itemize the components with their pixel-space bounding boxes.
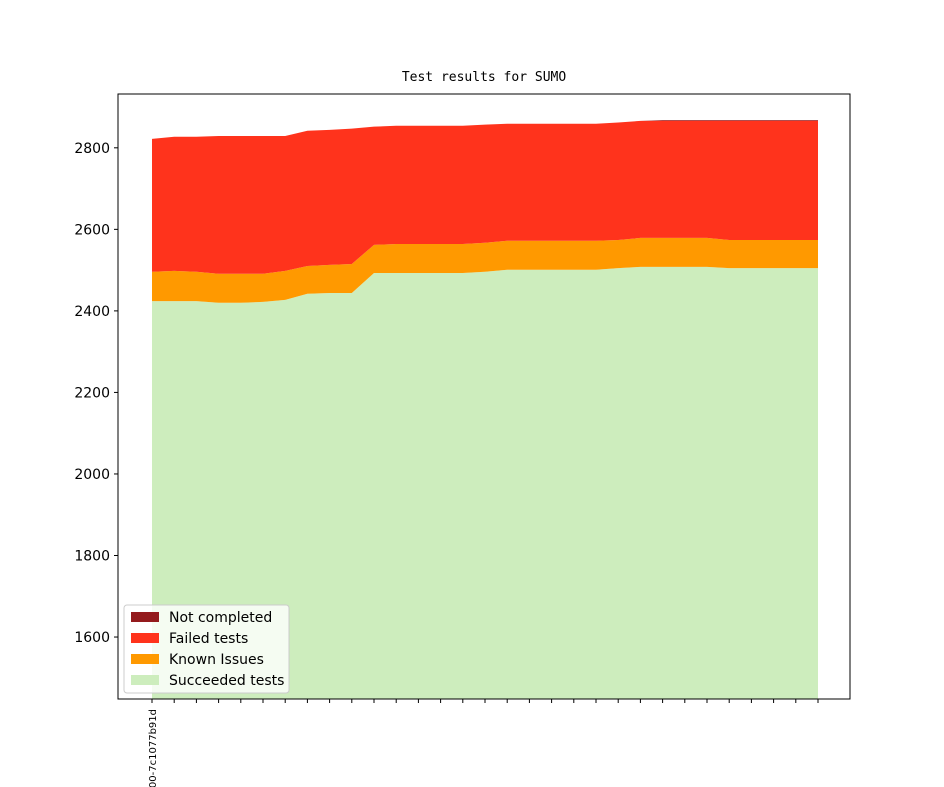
area <box>152 237 818 303</box>
area <box>152 120 818 274</box>
legend-swatch <box>131 633 159 643</box>
y-tick-label: 2400 <box>74 304 110 320</box>
y-tick-label: 2000 <box>74 467 110 483</box>
area <box>152 266 818 699</box>
y-tick-label: 2600 <box>74 222 110 238</box>
legend-label: Succeeded tests <box>169 673 284 689</box>
legend-swatch <box>131 654 159 664</box>
y-tick-label: 1600 <box>74 630 110 646</box>
legend-label: Not completed <box>169 610 272 626</box>
plot-area <box>152 120 818 699</box>
legend-label: Failed tests <box>169 631 248 647</box>
chart-title: Test results for SUMO <box>402 70 567 85</box>
y-tick-label: 2200 <box>74 385 110 401</box>
legend-swatch <box>131 675 159 685</box>
y-tick-label: 1800 <box>74 548 110 564</box>
legend-box <box>123 604 290 694</box>
legend-swatch <box>131 612 159 622</box>
legend-label: Known Issues <box>169 652 264 668</box>
plot-frame <box>117 93 851 700</box>
x-tick-label: 00-7c1077b91d <box>148 709 159 787</box>
y-tick-label: 2800 <box>74 141 110 157</box>
